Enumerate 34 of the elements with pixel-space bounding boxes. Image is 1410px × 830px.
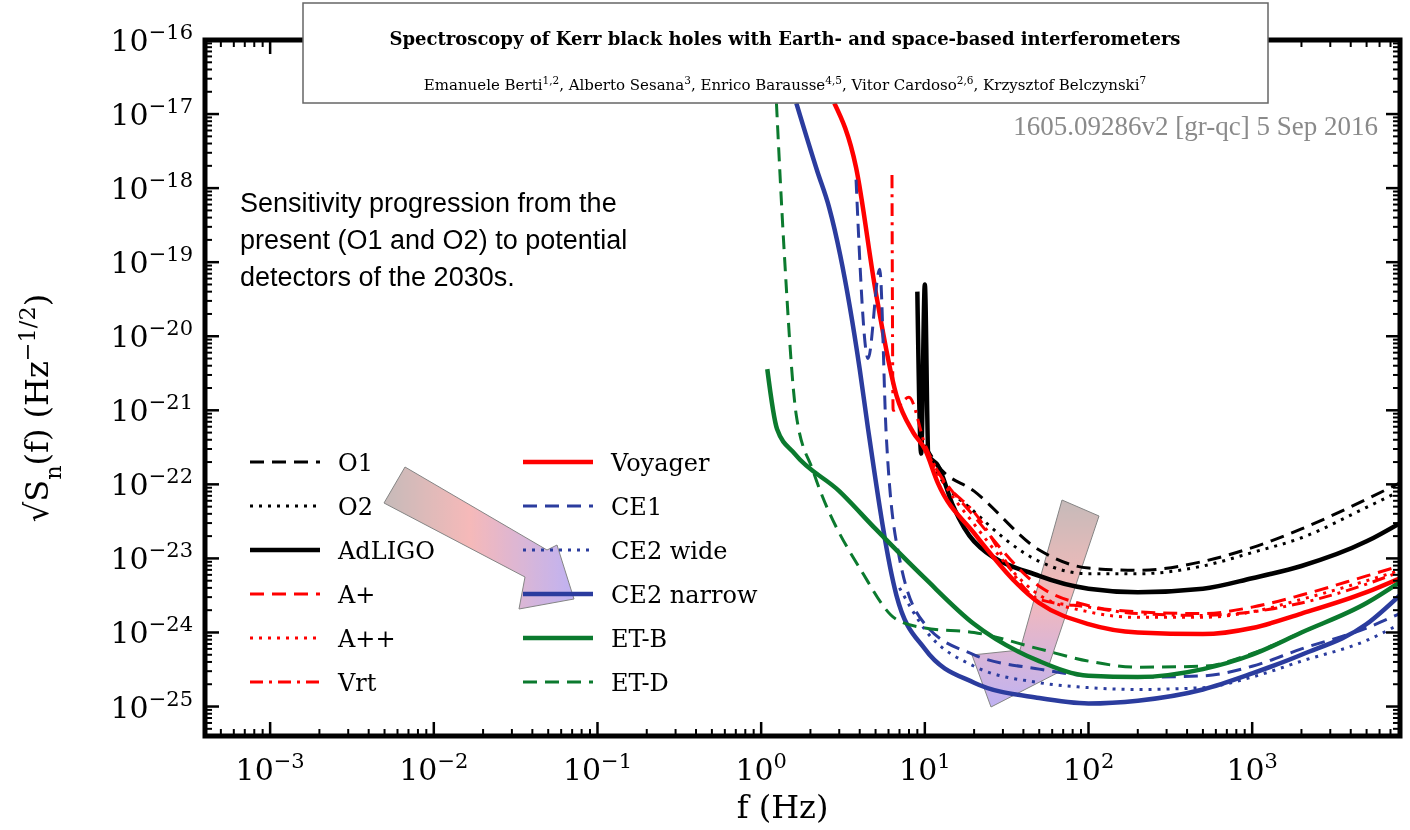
legend-label: Voyager [610, 449, 711, 477]
legend-label: A++ [337, 625, 396, 653]
x-tick-label: 10$^{−3}$ [235, 749, 305, 787]
legend-label: CE2 narrow [611, 581, 758, 609]
y-tick-label: 10$^{−22}$ [110, 464, 193, 503]
legend-label: O2 [338, 493, 373, 521]
y-tick-label: 10$^{−25}$ [110, 686, 193, 725]
x-tick-label: 10$^{−2}$ [399, 749, 469, 787]
chart-title: Spectroscopy of Kerr black holes with Earth- and space-based interferometers [389, 28, 1181, 49]
y-tick-label: 10$^{−20}$ [110, 316, 193, 355]
legend-label: ET-D [611, 669, 669, 697]
legend-label: ET-B [611, 625, 668, 653]
annotation: Sensitivity progression from the present (O1 and O2) to potential detectors of the 2030s. [240, 188, 628, 292]
annotation: 1605.09286v2 [gr-qc] 5 Sep 2016 [1013, 111, 1378, 141]
y-tick-label: 10$^{−19}$ [110, 242, 193, 281]
x-tick-label: 10$^{2}$ [1062, 749, 1115, 787]
legend-label: AdLIGO [337, 537, 435, 565]
x-tick-label: 10$^{−1}$ [562, 749, 633, 787]
y-tick-label: 10$^{−21}$ [110, 390, 193, 429]
legend-label: CE1 [611, 493, 663, 521]
x-tick-label: 10$^{0}$ [735, 749, 787, 787]
legend-label: Vrt [337, 669, 377, 697]
y-tick-label: 10$^{−17}$ [110, 94, 193, 133]
legend-label: O1 [338, 449, 373, 477]
x-tick-label: 10$^{3}$ [1226, 749, 1278, 787]
legend-label: CE2 wide [611, 537, 728, 565]
x-tick-label: 10$^{1}$ [899, 749, 951, 787]
y-tick-label: 10$^{−23}$ [110, 538, 193, 577]
text: Emanuele Berti$^{1,2}$, Alberto Sesana$^{3}$, Enrico Barausse$^{4,5}$, Vitor Cardoso$^{2,6}$, Krzysztof Belczynski$^{7}$ [423, 74, 1147, 94]
legend-label: A+ [337, 581, 376, 609]
y-tick-label: 10$^{−24}$ [110, 612, 193, 651]
y-tick-label: 10$^{−18}$ [110, 168, 193, 207]
y-tick-label: 10$^{−16}$ [110, 20, 193, 58]
x-axis-title: f (Hz) [736, 788, 829, 826]
